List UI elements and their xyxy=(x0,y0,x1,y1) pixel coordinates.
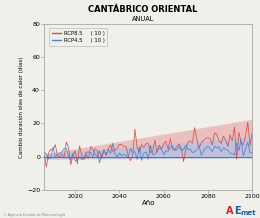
Text: CANTÁBRICO ORIENTAL: CANTÁBRICO ORIENTAL xyxy=(88,5,198,14)
X-axis label: Año: Año xyxy=(141,200,155,206)
Text: ANUAL: ANUAL xyxy=(132,16,154,22)
Text: met: met xyxy=(240,210,256,216)
Legend: RCP8.5     ( 10 ), RCP4.5     ( 10 ): RCP8.5 ( 10 ), RCP4.5 ( 10 ) xyxy=(49,28,107,46)
Text: E: E xyxy=(234,206,240,216)
Text: A: A xyxy=(226,206,234,216)
Text: © Agencia Estatal de Meteorología: © Agencia Estatal de Meteorología xyxy=(3,213,65,217)
Y-axis label: Cambio duración olas de calor (días): Cambio duración olas de calor (días) xyxy=(19,56,24,158)
